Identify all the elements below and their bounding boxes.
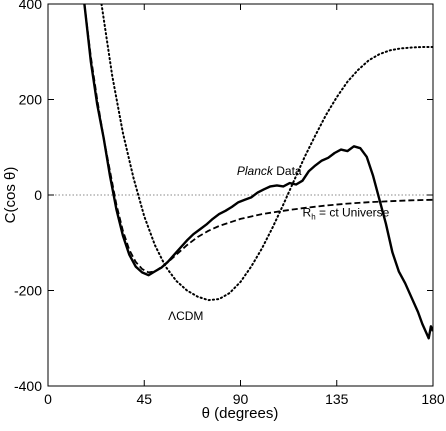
series-line-dotted (100, 4, 433, 302)
series-line-dashed (83, 4, 433, 274)
annotation-rh-prefix: R (303, 205, 312, 219)
x-tick-label: 180 (421, 391, 445, 407)
annotation-lcdm: ΛCDM (168, 309, 203, 323)
y-axis-title: C(cos θ) (2, 167, 19, 224)
y-tick-label: -400 (14, 378, 42, 394)
annotation-rh-sub: h (311, 212, 315, 221)
annotation-planck-rest: Data (273, 164, 302, 178)
y-tick-label: 0 (34, 187, 42, 203)
y-tick-label: -200 (14, 283, 42, 299)
x-axis-title: θ (degrees) (202, 405, 279, 422)
annotation-rh-rest: = ct Universe (316, 205, 390, 219)
x-tick-label: 135 (325, 391, 349, 407)
annotation-rh-ct: Rh = ct Universe (303, 205, 390, 221)
x-tick-label: 0 (44, 391, 52, 407)
x-tick-label: 90 (233, 391, 249, 407)
y-tick-label: 400 (19, 0, 43, 12)
x-tick-label: 45 (136, 391, 152, 407)
y-tick-label: 200 (19, 92, 43, 108)
annotation-planck-italic: Planck (237, 164, 274, 178)
annotation-planck-data: Planck Data (237, 164, 302, 178)
series-line-solid (83, 4, 433, 340)
